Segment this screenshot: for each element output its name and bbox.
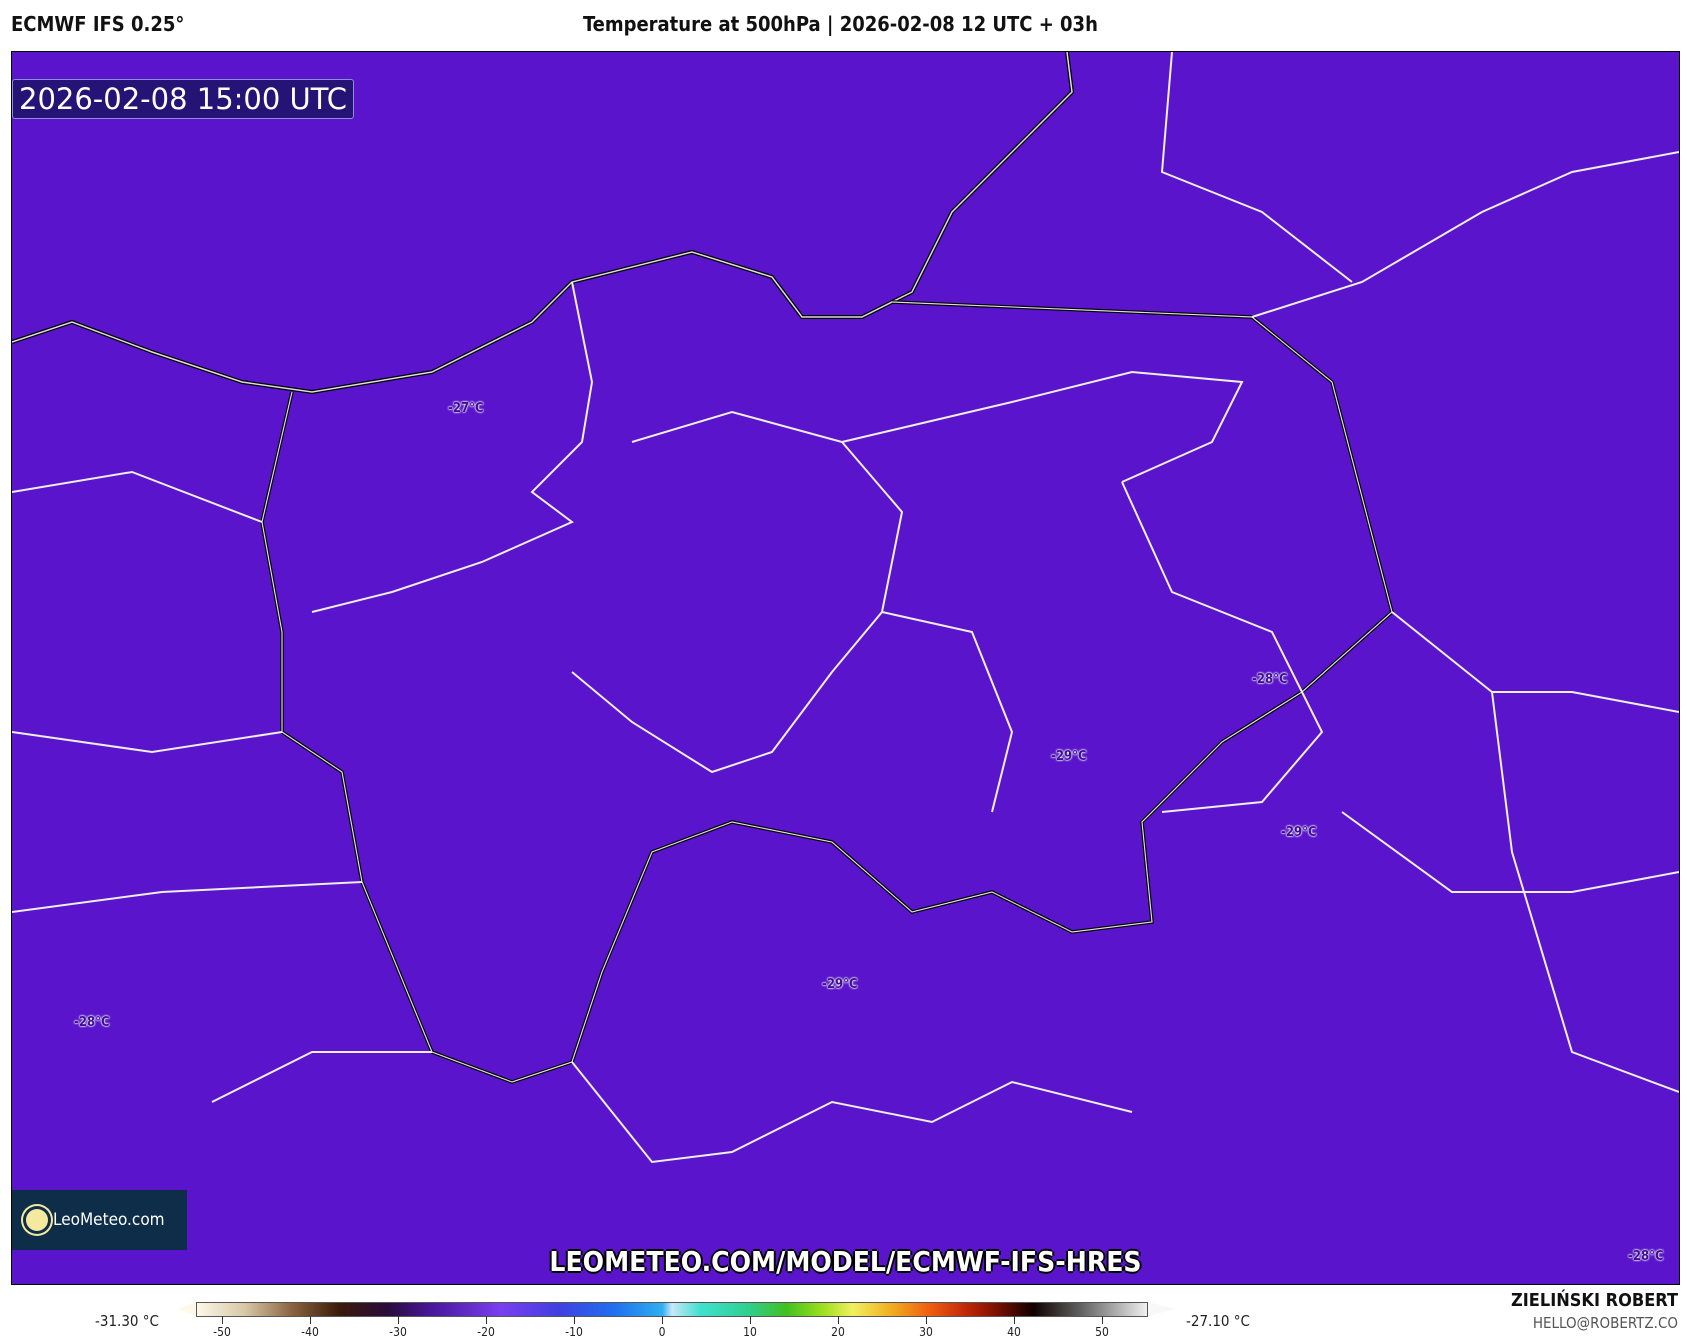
colorbar-tick	[1014, 1316, 1015, 1324]
colorbar-tick	[750, 1316, 751, 1324]
colorbar-max-label: -27.10 °C	[1186, 1312, 1250, 1330]
temp-label: -29°C	[1051, 749, 1087, 764]
valid-time-label: 2026-02-08 15:00 UTC	[12, 79, 355, 119]
colorbar-tick	[574, 1316, 575, 1324]
logo-text: LeoMeteo.com	[53, 1210, 165, 1230]
temp-label: -29°C	[822, 977, 858, 992]
colorbar-tick-label: 30	[919, 1325, 933, 1339]
colorbar-tick-label: 20	[831, 1325, 845, 1339]
watermark-url: LEOMETEO.COM/MODEL/ECMWF-IFS-HRES	[549, 1245, 1142, 1278]
temp-label: -28°C	[1252, 672, 1288, 687]
colorbar-tick-label: 40	[1007, 1325, 1021, 1339]
colorbar-tick	[926, 1316, 927, 1324]
chart-title: Temperature at 500hPa | 2026-02-08 12 UT…	[583, 12, 1098, 36]
temp-label: -29°C	[1281, 825, 1317, 840]
colorbar-tick	[662, 1316, 663, 1324]
colorbar-tick-label: 50	[1095, 1325, 1109, 1339]
colorbar-tick-label: -40	[301, 1325, 319, 1339]
colorbar-left-arrow	[178, 1302, 196, 1316]
temperature-map[interactable]: 2026-02-08 15:00 UTC -27°C -28°C -29°C -…	[11, 51, 1680, 1285]
temp-label: -27°C	[448, 401, 484, 416]
colorbar-tick-label: -50	[213, 1325, 231, 1339]
colorbar-tick-label: -20	[477, 1325, 495, 1339]
colorbar-tick	[486, 1316, 487, 1324]
colorbar-tick	[398, 1316, 399, 1324]
colorbar-min-label: -31.30 °C	[95, 1312, 159, 1330]
temp-label: -28°C	[1628, 1249, 1664, 1264]
author-email: HELLO@ROBERTZ.CO	[1532, 1314, 1678, 1332]
colorbar-tick	[222, 1316, 223, 1324]
sun-icon	[26, 1209, 48, 1231]
colorbar-tick-label: -30	[389, 1325, 407, 1339]
temp-label: -28°C	[74, 1015, 110, 1030]
colorbar-tick-label: 0	[658, 1325, 666, 1339]
leometeo-logo: LeoMeteo.com	[12, 1190, 187, 1250]
colorbar	[196, 1302, 1148, 1317]
colorbar-tick	[1102, 1316, 1103, 1324]
colorbar-tick-label: 10	[743, 1325, 757, 1339]
author-name: ZIELIŃSKI ROBERT	[1511, 1290, 1678, 1311]
colorbar-tick	[310, 1316, 311, 1324]
map-borders	[12, 52, 1679, 1164]
colorbar-right-arrow	[1148, 1302, 1176, 1316]
colorbar-tick	[838, 1316, 839, 1324]
colorbar-tick-label: -10	[565, 1325, 583, 1339]
model-name: ECMWF IFS 0.25°	[11, 12, 185, 36]
